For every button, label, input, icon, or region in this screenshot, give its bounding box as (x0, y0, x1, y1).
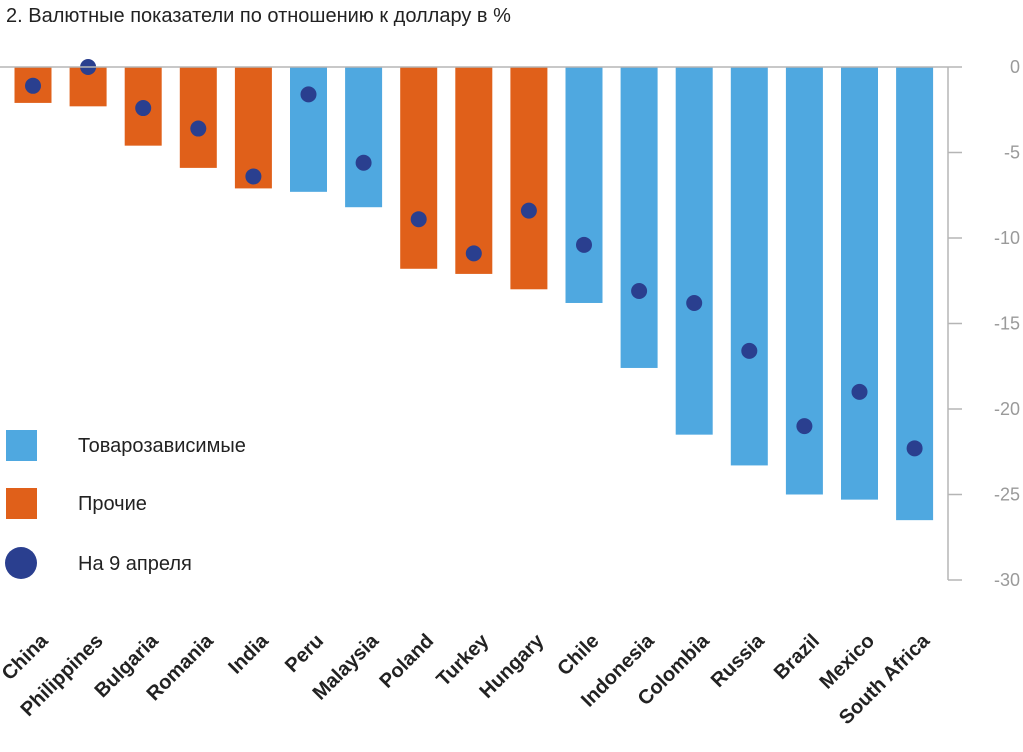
dot-indonesia (631, 283, 648, 300)
category-label-brazil: Brazil (770, 630, 824, 684)
dot-colombia (686, 294, 703, 311)
category-label-poland: Poland (376, 630, 439, 693)
y-tick-label: -10 (994, 228, 1020, 248)
y-tick-label: -5 (1004, 143, 1020, 163)
bars (14, 67, 934, 521)
y-tick-label: 0 (1010, 57, 1020, 77)
legend-swatch-other (6, 488, 37, 519)
dot-poland (410, 211, 427, 228)
dot-peru (300, 86, 317, 103)
y-tick-label: -25 (994, 485, 1020, 505)
dot-china (25, 77, 41, 94)
chart-title: 2. Валютные показатели по отношению к до… (6, 5, 511, 27)
dot-mexico (851, 383, 868, 400)
bar-peru (290, 67, 327, 192)
bar-malaysia (345, 67, 383, 208)
dot-romania (190, 120, 207, 137)
y-tick-label: -20 (994, 399, 1020, 419)
legend-label-other: Прочие (78, 493, 147, 515)
legend: Товарозависимые Прочие На 9 апреля (5, 430, 246, 579)
category-label-russia: Russia (707, 629, 770, 692)
bar-colombia (675, 67, 713, 435)
dot-hungary (520, 202, 537, 219)
legend-label-commodity: Товарозависимые (78, 435, 246, 457)
bar-turkey (455, 67, 493, 274)
bar-romania (179, 67, 217, 168)
dot-bulgaria (135, 100, 152, 117)
bar-india (234, 67, 272, 189)
legend-label-dots: На 9 апреля (78, 553, 192, 575)
y-tick-label: -30 (994, 570, 1020, 590)
bar-chile (565, 67, 603, 303)
bar-mexico (841, 67, 878, 500)
dot-chile (576, 236, 592, 253)
y-tick-label: -15 (994, 314, 1020, 334)
dot-malaysia (355, 154, 372, 171)
dot-russia (741, 342, 758, 359)
bar-indonesia (620, 67, 658, 368)
bar-poland (400, 67, 438, 269)
dot-brazil (796, 418, 813, 435)
bar-russia (730, 67, 768, 466)
bar-hungary (510, 67, 548, 290)
dot-india (245, 168, 262, 185)
category-label-peru: Peru (281, 630, 328, 677)
dots (25, 59, 923, 457)
dot-turkey (465, 245, 482, 262)
category-label-chile: Chile (553, 630, 603, 680)
y-axis: 0 -5 -10 -15 -20 -25 -30 (0, 57, 1020, 590)
dot-south-africa (906, 440, 923, 457)
category-label-india: India (224, 629, 273, 678)
legend-swatch-dots (5, 547, 37, 579)
legend-swatch-commodity (6, 430, 37, 461)
